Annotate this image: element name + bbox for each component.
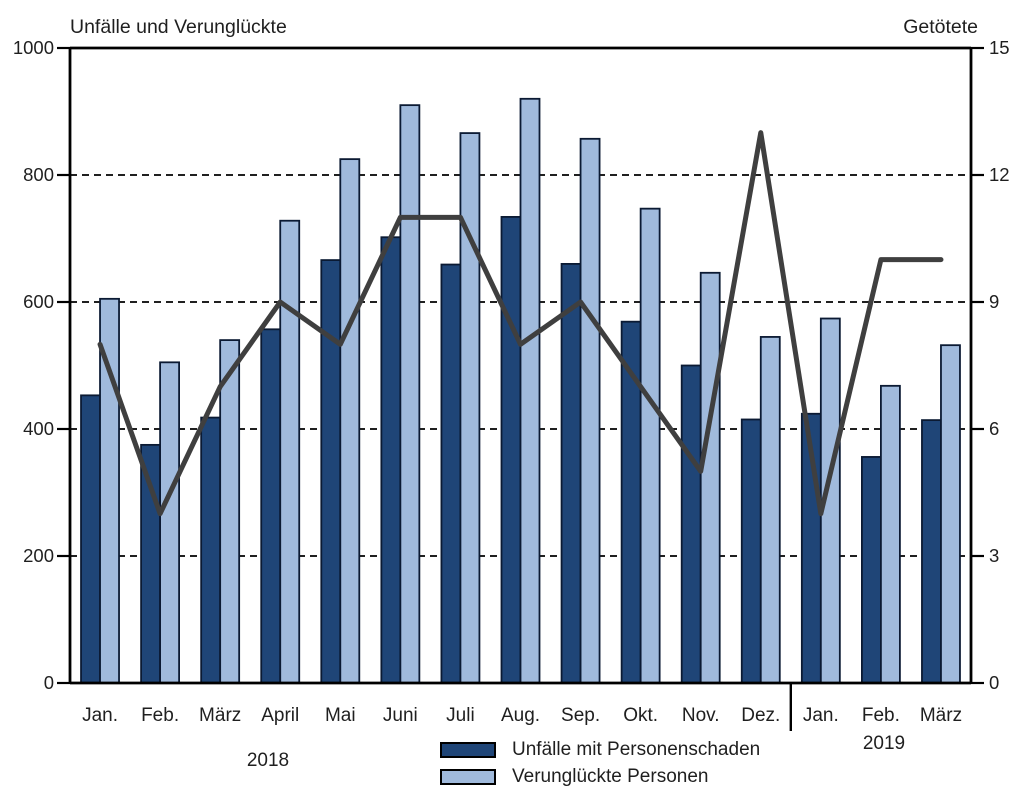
month-label: Feb. xyxy=(862,705,900,726)
year-label: 2018 xyxy=(247,750,289,771)
bar-verunglueckte xyxy=(459,132,481,684)
bar-verunglueckte xyxy=(339,158,361,684)
legend-label-verunglueckte: Verunglückte Personen xyxy=(512,766,709,787)
bar-verunglueckte xyxy=(759,336,781,684)
month-label: Juni xyxy=(383,705,418,726)
left-tick-label: 1000 xyxy=(13,37,54,58)
month-label: Jan. xyxy=(803,705,839,726)
chart-legend: Unfälle mit Personenschaden Verunglückte… xyxy=(440,740,760,786)
month-label: April xyxy=(261,705,299,726)
bar-verunglueckte xyxy=(699,271,721,684)
right-tick-label: 9 xyxy=(989,291,999,312)
left-tick-label: 0 xyxy=(44,672,54,693)
bar-unfaelle xyxy=(200,416,222,684)
bar-verunglueckte xyxy=(159,361,181,684)
bar-verunglueckte xyxy=(219,339,241,684)
month-label: Aug. xyxy=(501,705,540,726)
month-label: Feb. xyxy=(141,705,179,726)
year-label: 2019 xyxy=(863,733,905,754)
month-label: Okt. xyxy=(623,705,658,726)
right-tick-label: 15 xyxy=(989,37,1010,58)
right-tick-label: 12 xyxy=(989,164,1010,185)
bar-unfaelle xyxy=(380,236,402,684)
left-tick-label: 200 xyxy=(23,545,54,566)
left-tick-label: 800 xyxy=(23,164,54,185)
bar-unfaelle xyxy=(680,364,702,684)
bar-verunglueckte xyxy=(519,97,541,684)
bar-verunglueckte xyxy=(940,344,961,684)
bar-verunglueckte xyxy=(880,384,901,684)
month-label: Dez. xyxy=(741,705,780,726)
bar-unfaelle xyxy=(440,263,462,684)
right-tick-label: 6 xyxy=(989,418,999,439)
legend-swatch-unfaelle xyxy=(440,741,496,758)
legend-swatch-verunglueckte xyxy=(440,768,496,785)
month-label: Jan. xyxy=(82,705,118,726)
bar-verunglueckte xyxy=(399,104,421,684)
month-label: Nov. xyxy=(682,705,720,726)
legend-label-unfaelle: Unfälle mit Personenschaden xyxy=(512,739,761,760)
right-tick-label: 0 xyxy=(989,672,999,693)
bar-unfaelle xyxy=(560,262,582,684)
bar-verunglueckte xyxy=(279,219,301,684)
bar-unfaelle xyxy=(260,328,282,684)
bar-verunglueckte xyxy=(579,137,601,684)
bar-unfaelle xyxy=(80,394,101,684)
left-tick-label: 400 xyxy=(23,418,54,439)
legend-item-verunglueckte: Verunglückte Personen xyxy=(440,767,760,786)
month-label: Juli xyxy=(446,705,475,726)
left-axis-title: Unfälle und Verunglückte xyxy=(70,16,287,38)
bar-verunglueckte xyxy=(639,207,661,684)
month-label: März xyxy=(199,705,241,726)
left-tick-label: 600 xyxy=(23,291,54,312)
bar-unfaelle xyxy=(740,418,762,684)
line-getoetete xyxy=(97,130,944,517)
bar-unfaelle xyxy=(320,259,342,684)
bar-unfaelle xyxy=(861,456,882,684)
right-tick-label: 3 xyxy=(989,545,999,566)
right-axis-title: Getötete xyxy=(903,16,978,38)
month-label: Sep. xyxy=(561,705,600,726)
legend-item-unfaelle: Unfälle mit Personenschaden xyxy=(440,740,760,759)
month-label: März xyxy=(920,705,962,726)
bar-unfaelle xyxy=(500,216,522,684)
month-label: Mai xyxy=(325,705,356,726)
bar-unfaelle xyxy=(921,419,942,684)
